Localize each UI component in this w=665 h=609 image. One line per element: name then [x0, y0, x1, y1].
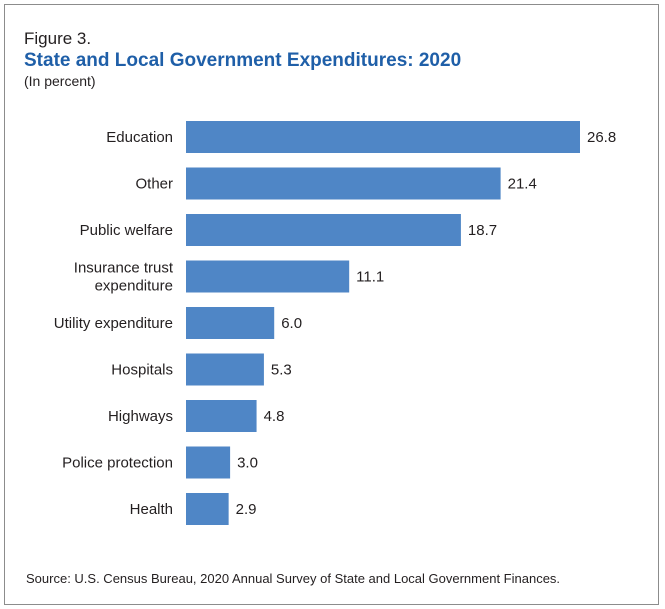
bar-highways: [186, 400, 257, 432]
bar-other: [186, 167, 501, 200]
category-label-police-protection: Police protection: [62, 455, 173, 472]
bar-education: [186, 121, 580, 153]
category-label-public-welfare: Public welfare: [80, 222, 173, 239]
category-label-hospitals: Hospitals: [111, 362, 173, 379]
bars-group: 26.8 Education 21.4 Other 18.7 Public welfare…: [54, 121, 616, 525]
source-note: Source: U.S. Census Bureau, 2020 Annual …: [26, 571, 561, 586]
category-label-education: Education: [106, 129, 173, 146]
value-label-highways: 4.8: [264, 408, 285, 425]
chart-subtitle: (In percent): [24, 73, 96, 89]
bar-insurance-trust-expenditure: [186, 260, 350, 293]
bar-health: [186, 493, 229, 525]
value-label-utility-expenditure: 6.0: [281, 315, 302, 332]
bar-police-protection: [186, 446, 231, 479]
bar-public-welfare: [186, 214, 461, 246]
figure-label: Figure 3.: [24, 29, 92, 48]
category-label-utility-expenditure: Utility expenditure: [54, 315, 173, 332]
value-label-public-welfare: 18.7: [468, 222, 497, 239]
figure-frame: [4, 4, 659, 605]
value-label-health: 2.9: [236, 501, 257, 518]
category-label-health: Health: [130, 501, 173, 518]
category-label-other: Other: [135, 176, 173, 193]
bar-hospitals: [186, 353, 264, 386]
category-label-highways: Highways: [108, 408, 173, 425]
value-label-other: 21.4: [508, 176, 537, 193]
chart-title: State and Local Government Expenditures:…: [24, 50, 462, 71]
value-label-hospitals: 5.3: [271, 362, 292, 379]
value-label-police-protection: 3.0: [237, 455, 258, 472]
value-label-education: 26.8: [587, 129, 616, 146]
value-label-insurance-trust-expenditure: 11.1: [356, 269, 384, 286]
bar-utility-expenditure: [186, 307, 275, 339]
category-label-insurance-trust-expenditure: Insurance trust expenditure: [74, 260, 174, 295]
